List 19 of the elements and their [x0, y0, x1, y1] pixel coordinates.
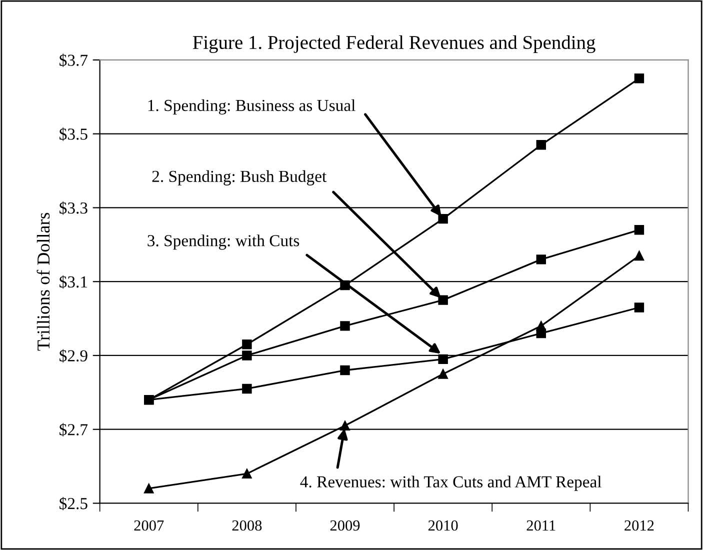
annotation: 3. Spending: with Cuts [148, 234, 300, 250]
annotation: 4. Revenues: with Tax Cuts and AMT Repeal [300, 476, 602, 491]
y-tick-label: $3.5 [60, 128, 88, 141]
annotation: 2. Spending: Bush Budget [152, 170, 327, 186]
y-axis-title: Trillions of Dollars [36, 212, 50, 351]
annotation: 1. Spending: Business as Usual [148, 99, 356, 115]
y-tick-label: $3.3 [60, 201, 88, 215]
x-tick-label: 2012 [624, 520, 654, 531]
x-tick-label: 2011 [526, 520, 556, 531]
y-tick-label: $3.7 [60, 54, 88, 68]
x-tick-label: 2007 [134, 520, 164, 531]
chart-title: Figure 1. Projected Federal Revenues and Spending [192, 35, 596, 54]
x-tick-label: 2009 [330, 520, 360, 531]
x-tick-label: 2010 [428, 520, 458, 531]
y-tick-label: $2.5 [60, 496, 88, 510]
x-tick-label: 2008 [232, 520, 262, 531]
y-tick-label: $3.1 [60, 275, 88, 289]
y-tick-label: $2.7 [60, 423, 88, 436]
y-tick-label: $2.9 [60, 349, 88, 363]
